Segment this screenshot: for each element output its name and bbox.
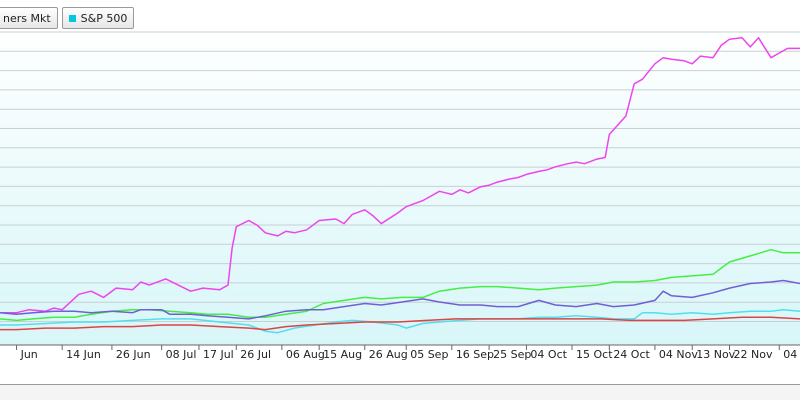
x-tick-label: 26 Aug	[369, 348, 408, 361]
x-tick-label: Jun	[20, 348, 38, 361]
x-tick-label: 08 Jul	[166, 348, 197, 361]
legend-item-sp500[interactable]: S&P 500	[61, 7, 135, 29]
x-tick-label: 26 Jul	[240, 348, 271, 361]
series-line-5[interactable]	[0, 316, 800, 331]
x-tick-label: 06 Aug	[286, 348, 325, 361]
navigator-bar	[0, 384, 800, 400]
x-tick-label: 04 Nov	[659, 348, 698, 361]
x-tick-label: 26 Jun	[116, 348, 151, 361]
x-tick-label: 13 Nov	[696, 348, 735, 361]
series-line-2[interactable]	[0, 248, 800, 322]
x-tick-label: 25 Sep	[493, 348, 531, 361]
x-tick-label: 04 Dec	[783, 348, 800, 361]
legend-item-winners-mkt[interactable]: ners Mkt	[0, 7, 58, 29]
series-line-1[interactable]	[0, 36, 800, 314]
legend: ners Mkt S&P 500	[0, 7, 135, 29]
x-tick-label: 24 Oct	[613, 348, 650, 361]
x-tick-label: 22 Nov	[734, 348, 773, 361]
x-tick-label: 17 Jul	[203, 348, 234, 361]
x-tick-label: 05 Sep	[410, 348, 448, 361]
x-tick-label: 15 Aug	[323, 348, 362, 361]
legend-swatch-sp500	[68, 14, 76, 22]
x-tick-label: 14 Jun	[66, 348, 101, 361]
legend-label-winners-mkt: ners Mkt	[3, 11, 51, 25]
series-line-4[interactable]	[0, 308, 800, 334]
x-tick-label: 15 Oct	[576, 348, 613, 361]
x-tick-label: 04 Oct	[530, 348, 567, 361]
x-tick-label: 16 Sep	[456, 348, 494, 361]
legend-label-sp500: S&P 500	[80, 11, 128, 25]
series-line-3[interactable]	[0, 279, 800, 320]
